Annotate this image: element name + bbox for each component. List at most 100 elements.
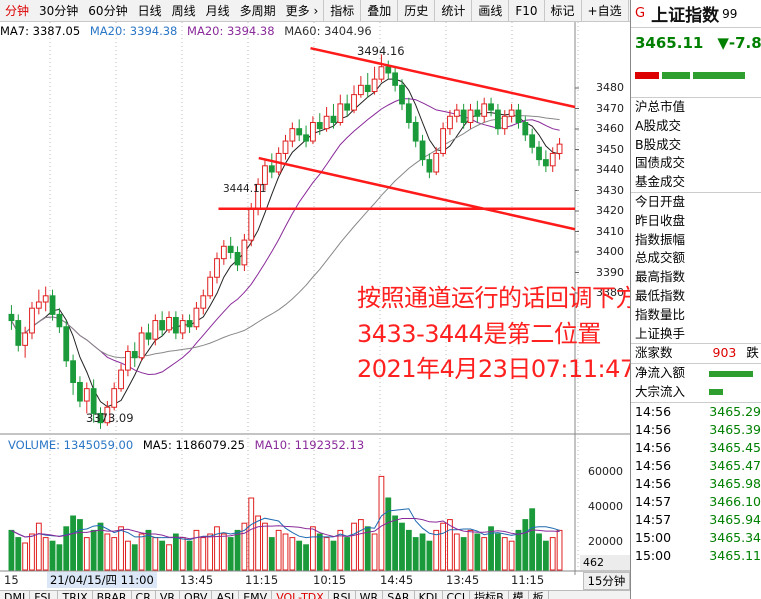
market-row-2: B股成交 bbox=[635, 136, 682, 152]
period-tab-2[interactable]: 60分钟 bbox=[88, 4, 128, 18]
period-tab-4[interactable]: 周线 bbox=[171, 4, 196, 18]
indicator-tab-13[interactable]: KDJ bbox=[415, 591, 443, 599]
indicator-tab-4[interactable]: CR bbox=[132, 591, 156, 599]
candle-body bbox=[426, 159, 433, 173]
breadth-bar-red bbox=[635, 72, 659, 79]
volume-bar bbox=[29, 533, 35, 571]
indicator-tab-1[interactable]: FSL bbox=[30, 591, 59, 599]
index-name: 上证指数 bbox=[651, 6, 720, 26]
period-tab-1[interactable]: 30分钟 bbox=[39, 4, 79, 18]
period-select-button[interactable]: 15分钟 bbox=[583, 572, 630, 590]
volume-bar bbox=[77, 519, 83, 571]
candle-body bbox=[556, 143, 563, 154]
tick-time: 14:56 bbox=[635, 439, 672, 455]
toolbar-button-0[interactable]: 指标 bbox=[323, 0, 360, 21]
volume-bar bbox=[405, 529, 412, 571]
indicator-tab-5[interactable]: VR bbox=[156, 591, 181, 599]
tick-row: 14:56 3465.39 bbox=[631, 421, 761, 439]
price-tick: 3470 bbox=[596, 101, 624, 115]
time-label-5: 13:45 bbox=[446, 573, 480, 587]
toolbar-button-6[interactable]: 标记 bbox=[543, 0, 581, 21]
candle-body bbox=[495, 109, 501, 130]
volume-bar bbox=[234, 529, 241, 571]
indicator-tab-17[interactable]: 板 bbox=[529, 591, 549, 599]
volume-bar bbox=[542, 540, 549, 571]
volume-bar bbox=[207, 533, 214, 571]
net-inflow-label: 净流入额 bbox=[635, 365, 686, 381]
toolbar-button-5[interactable]: F10 bbox=[508, 0, 543, 21]
candle-body bbox=[474, 109, 481, 117]
quote-row-6: 指数量比 bbox=[635, 306, 686, 322]
time-label-4: 14:45 bbox=[380, 573, 414, 587]
candle-body bbox=[508, 109, 515, 117]
indicator-tab-16[interactable]: 模 bbox=[509, 591, 529, 599]
kline-canvas[interactable] bbox=[0, 22, 630, 575]
candle-body bbox=[248, 208, 255, 241]
candle-body bbox=[337, 103, 344, 123]
price-tick: 3410 bbox=[596, 224, 624, 238]
indicator-tab-6[interactable]: OBV bbox=[180, 591, 213, 599]
volume-bar bbox=[344, 537, 351, 571]
volume-label: VOLUME: 1345059.00 bbox=[8, 438, 134, 452]
indicator-tab-2[interactable]: TRIX bbox=[58, 591, 93, 599]
breadth-stats: 涨家数 903 跌 bbox=[631, 344, 761, 365]
volume-bar bbox=[268, 537, 275, 571]
volume-bar bbox=[337, 529, 344, 571]
indicator-tab-15[interactable]: 指标B bbox=[470, 591, 509, 599]
indicator-tab-12[interactable]: SAR bbox=[383, 591, 415, 599]
volume-bar bbox=[412, 537, 419, 571]
toolbar-button-2[interactable]: 历史 bbox=[397, 0, 434, 21]
candle-body bbox=[234, 251, 241, 266]
period-tab-0[interactable]: 分钟 bbox=[5, 4, 30, 18]
indicator-tab-10[interactable]: RSI bbox=[329, 591, 356, 599]
period-tab-5[interactable]: 月线 bbox=[205, 4, 230, 18]
toolbar-button-4[interactable]: 画线 bbox=[471, 0, 508, 21]
candle-body bbox=[152, 320, 159, 340]
volume-bar bbox=[399, 522, 405, 571]
candle-body bbox=[542, 159, 549, 167]
index-header: G 上证指数 99 bbox=[631, 0, 761, 28]
indicator-tab-8[interactable]: EMV bbox=[239, 591, 273, 599]
toolbar-button-1[interactable]: 叠加 bbox=[360, 0, 397, 21]
indicator-tab-14[interactable]: CCI bbox=[443, 591, 471, 599]
candle-body bbox=[351, 94, 357, 111]
candle-body bbox=[193, 307, 200, 328]
candle-body bbox=[131, 351, 138, 359]
period-tab-6[interactable]: 多周期 bbox=[239, 4, 276, 18]
volume-bar bbox=[501, 537, 508, 571]
candle-body bbox=[467, 109, 474, 123]
indicator-tab-11[interactable]: WR bbox=[356, 591, 384, 599]
toolbar-button-3[interactable]: 统计 bbox=[434, 0, 471, 21]
volume-bar bbox=[385, 497, 392, 571]
volume-bar bbox=[166, 544, 172, 571]
kline-chart[interactable] bbox=[0, 22, 630, 575]
toolbar-button-7[interactable]: +自选 bbox=[580, 0, 628, 21]
market-row-1: A股成交 bbox=[635, 117, 682, 133]
period-tab-3[interactable]: 日线 bbox=[137, 4, 162, 18]
tick-price: 3465.94 bbox=[709, 511, 761, 527]
candle-body bbox=[125, 351, 131, 371]
tick-price: 3465.39 bbox=[709, 421, 761, 437]
volume-bar bbox=[227, 537, 234, 571]
index-price: 3465.11 bbox=[635, 34, 704, 52]
candle-body bbox=[63, 326, 70, 362]
tick-time: 14:56 bbox=[635, 475, 672, 491]
indicator-tab-9[interactable]: VOL-TDX bbox=[272, 591, 329, 599]
quote-row-5: 最低指数 bbox=[635, 287, 686, 303]
candle-body bbox=[227, 245, 234, 253]
volume-bar bbox=[330, 540, 337, 571]
candle-body bbox=[392, 72, 399, 86]
candle-body bbox=[166, 316, 172, 331]
candle-body bbox=[159, 320, 166, 331]
market-stats: 沪总市值 A股成交 B股成交 国债成交 基金成交 bbox=[631, 98, 761, 193]
indicator-tab-3[interactable]: BRAR bbox=[93, 591, 132, 599]
indicator-tab-7[interactable]: ASI bbox=[212, 591, 240, 599]
volume-tick: 20000 bbox=[588, 535, 623, 548]
volume-bar bbox=[453, 533, 460, 571]
period-tab-7[interactable]: 更多 › bbox=[285, 4, 319, 18]
up-count-label: 涨家数 bbox=[635, 345, 673, 361]
indicator-tab-0[interactable]: DMI bbox=[0, 591, 31, 599]
tick-row: 14:56 3465.45 bbox=[631, 439, 761, 457]
volume-bar bbox=[262, 522, 268, 571]
volume-bar bbox=[392, 515, 399, 571]
